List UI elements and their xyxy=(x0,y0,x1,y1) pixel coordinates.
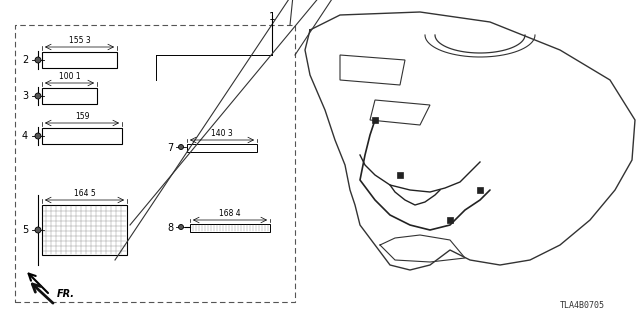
Text: 100 1: 100 1 xyxy=(59,72,80,81)
Text: 5: 5 xyxy=(22,225,28,235)
Text: 4: 4 xyxy=(22,131,28,141)
Text: 1: 1 xyxy=(269,12,275,22)
Circle shape xyxy=(35,133,41,139)
Text: 3: 3 xyxy=(22,91,28,101)
Circle shape xyxy=(35,227,41,233)
Polygon shape xyxy=(447,217,453,223)
Text: 155 3: 155 3 xyxy=(68,36,90,45)
Text: 7: 7 xyxy=(167,143,173,153)
Text: 164 5: 164 5 xyxy=(74,189,95,198)
Polygon shape xyxy=(477,187,483,193)
Text: TLA4B0705: TLA4B0705 xyxy=(560,301,605,310)
Polygon shape xyxy=(397,172,403,178)
Circle shape xyxy=(35,93,41,99)
Text: 159: 159 xyxy=(75,112,89,121)
Circle shape xyxy=(179,145,184,149)
Text: 140 3: 140 3 xyxy=(211,129,233,138)
Polygon shape xyxy=(372,117,378,123)
Text: 2: 2 xyxy=(22,55,28,65)
Text: 8: 8 xyxy=(167,223,173,233)
Text: FR.: FR. xyxy=(57,289,75,299)
Circle shape xyxy=(179,225,184,229)
Circle shape xyxy=(35,57,41,63)
Text: 168 4: 168 4 xyxy=(219,209,241,218)
